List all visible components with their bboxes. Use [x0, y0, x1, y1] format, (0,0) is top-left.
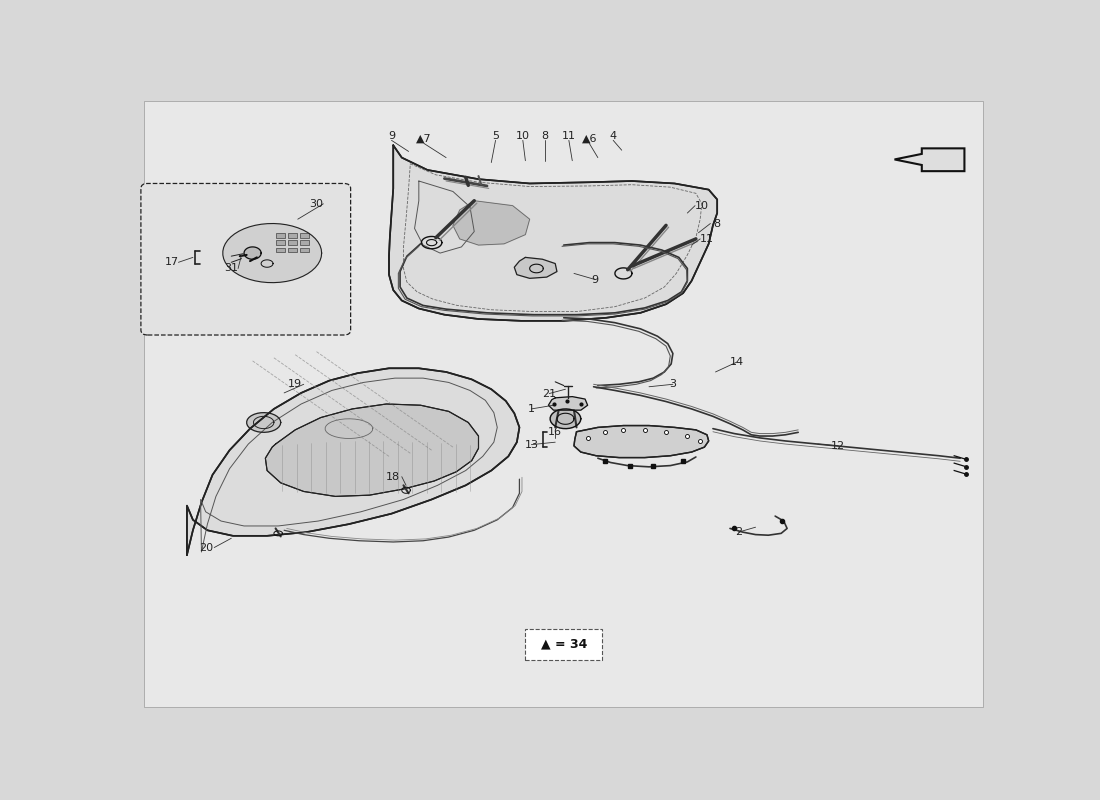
FancyBboxPatch shape [276, 240, 285, 245]
Text: 1: 1 [528, 404, 535, 414]
Polygon shape [574, 426, 708, 458]
Text: 18: 18 [386, 472, 400, 482]
FancyBboxPatch shape [300, 233, 309, 238]
Text: ▲6: ▲6 [582, 134, 597, 144]
Polygon shape [223, 223, 321, 282]
FancyBboxPatch shape [276, 233, 285, 238]
Text: 3: 3 [670, 379, 676, 390]
Text: 13: 13 [525, 440, 538, 450]
FancyBboxPatch shape [144, 101, 983, 707]
FancyBboxPatch shape [288, 233, 297, 238]
FancyBboxPatch shape [141, 183, 351, 335]
Text: 4: 4 [609, 131, 617, 141]
Text: 16: 16 [548, 427, 562, 438]
Text: 11: 11 [562, 131, 576, 141]
Text: 8: 8 [541, 131, 549, 141]
Text: 8: 8 [714, 218, 720, 229]
FancyBboxPatch shape [276, 247, 285, 253]
Text: ▲ = 34: ▲ = 34 [540, 638, 587, 650]
Text: 30: 30 [309, 199, 323, 209]
Text: 2: 2 [735, 527, 743, 537]
Text: ▲7: ▲7 [416, 134, 432, 144]
Text: 17: 17 [165, 258, 178, 267]
Polygon shape [894, 148, 965, 171]
Text: 12: 12 [832, 441, 845, 451]
Text: 31: 31 [224, 263, 239, 274]
Polygon shape [246, 413, 280, 432]
Text: 19: 19 [288, 379, 302, 390]
Text: 10: 10 [516, 131, 530, 141]
Text: 9: 9 [592, 274, 598, 285]
Text: 14: 14 [729, 357, 744, 367]
FancyBboxPatch shape [300, 240, 309, 245]
Polygon shape [265, 404, 478, 496]
Polygon shape [550, 409, 581, 429]
Text: 10: 10 [695, 201, 708, 210]
Text: 5: 5 [492, 131, 499, 141]
FancyBboxPatch shape [288, 247, 297, 253]
Polygon shape [515, 258, 557, 278]
Text: 9: 9 [388, 131, 395, 141]
Polygon shape [389, 146, 717, 321]
Text: 11: 11 [700, 234, 714, 244]
Polygon shape [187, 368, 519, 555]
Polygon shape [244, 247, 261, 259]
FancyBboxPatch shape [288, 240, 297, 245]
Polygon shape [453, 201, 530, 245]
Text: 20: 20 [199, 542, 212, 553]
Polygon shape [549, 397, 587, 410]
Text: 21: 21 [542, 389, 557, 398]
FancyBboxPatch shape [526, 629, 602, 660]
FancyBboxPatch shape [300, 247, 309, 253]
